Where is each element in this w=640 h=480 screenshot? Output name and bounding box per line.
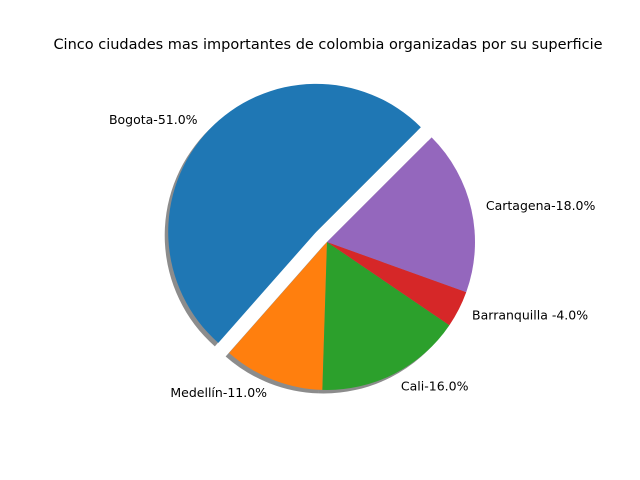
slice-label-cartagena: Cartagena-18.0% <box>486 198 596 213</box>
slice-labels: Bogota-51.0% Medellín-11.0% Cali-16.0% Barr… <box>109 112 596 400</box>
slice-barranquilla <box>327 242 467 326</box>
chart-title: Cinco ciudades mas importantes de colomb… <box>53 37 602 53</box>
slice-label-cali: Cali-16.0% <box>401 379 469 394</box>
slice-label-medellin: Medellín-11.0% <box>170 385 267 400</box>
slice-medellin <box>229 242 327 390</box>
slice-label-barranquilla: Barranquilla -4.0% <box>472 307 588 322</box>
slice-label-bogota: Bogota-51.0% <box>109 112 198 127</box>
slice-bogota <box>168 83 421 343</box>
slice-cartagena <box>327 137 476 293</box>
pie-slices <box>168 83 476 390</box>
slice-cali <box>322 242 450 390</box>
